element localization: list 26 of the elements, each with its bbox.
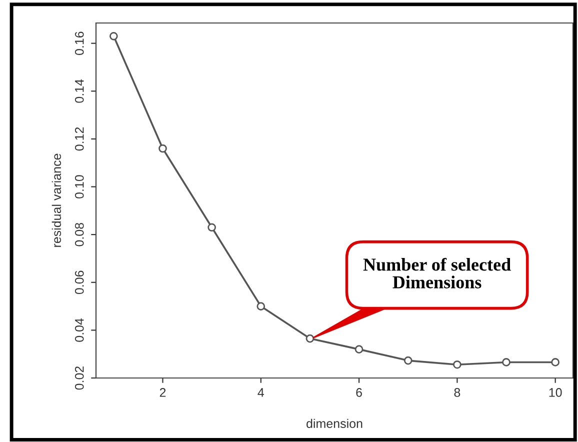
point (110, 32, 118, 40)
y-tick-label: 0.16 (74, 32, 84, 55)
x-tick-label: 4 (258, 388, 264, 397)
point (404, 356, 412, 365)
point (208, 223, 216, 232)
x-tick-label: 6 (356, 388, 362, 397)
point (354, 345, 364, 354)
point (453, 360, 462, 369)
x-axis-title: dimension (306, 418, 362, 428)
x-tick-label: 8 (454, 388, 460, 397)
point (158, 144, 167, 153)
y-tick-label: 0.10 (74, 175, 84, 198)
point (306, 334, 314, 343)
point (256, 302, 266, 310)
point (502, 358, 510, 366)
y-tick-label: 0.08 (74, 222, 84, 246)
x-tick-label: 2 (160, 388, 166, 397)
y-tick-label: 0.02 (74, 366, 84, 390)
x-tick-label: 10 (549, 388, 562, 397)
y-tick-label: 0.12 (74, 127, 84, 151)
annotation: Number of selected Dimensions (363, 258, 511, 288)
point (551, 358, 560, 366)
y-axis-title: residual variance (52, 154, 62, 247)
y-tick-label: 0.06 (74, 270, 84, 294)
y-tick-label: 0.04 (74, 318, 84, 342)
y-tick-label: 0.14 (74, 79, 84, 103)
